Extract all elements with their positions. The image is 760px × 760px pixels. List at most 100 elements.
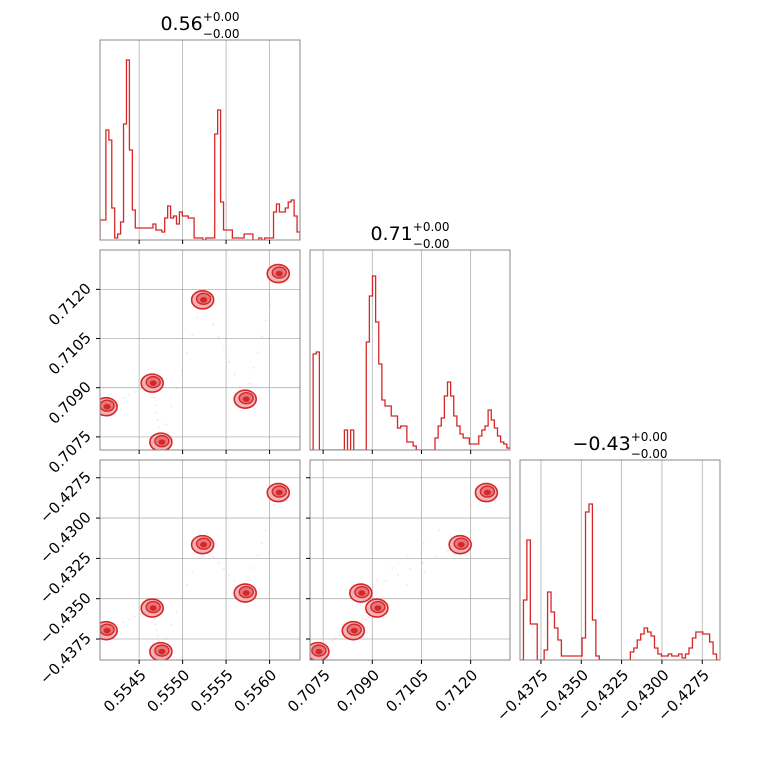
panel-frame [99,459,301,661]
contour-level-core [275,489,283,496]
contour-cluster [149,432,173,450]
title-minus: −0.00 [413,237,450,251]
title-plus: +0.00 [631,430,668,444]
scatter-point [441,557,444,559]
scatter-point [116,624,119,626]
contour-level-core [315,648,323,655]
scatter-point [165,637,167,640]
contour-level-core [149,380,157,386]
panel-frame [519,459,721,661]
contour-level-core [200,297,208,303]
scatter-point [260,541,263,544]
contour-cluster [100,396,118,417]
scatter-point [186,352,188,355]
panel-frame [309,459,511,661]
contour-level-core [200,541,208,548]
scatter-point [269,304,271,306]
scatter-point [228,574,231,576]
contour-level-core [457,541,465,548]
scatter-point [170,405,173,408]
contour-cluster [140,598,164,618]
title-plus: +0.00 [413,220,450,234]
contour-cluster [341,620,366,641]
scatter-point [133,615,136,618]
scatter-point [217,561,220,564]
scatter-point [139,612,142,615]
panel-content [310,482,499,660]
scatter-point [331,639,334,642]
panel-frame [99,39,301,241]
scatter-point [422,561,424,564]
x-tick-label: 0.5560 [230,666,280,716]
panel-2-2 [519,459,721,664]
contour-cluster [149,641,173,660]
scatter-point [233,373,236,376]
scatter-point [372,586,375,588]
x-tick-label: 0.7120 [432,666,482,716]
title-plus: +0.00 [203,10,240,24]
scatter-point [122,621,125,624]
histogram-step-line [100,59,300,240]
panel-2-1 [306,459,511,664]
panel-frame [99,249,301,451]
scatter-point [207,311,209,314]
x-tick-label: 0.7105 [382,666,432,716]
scatter-point [186,583,188,586]
scatter-point [469,504,472,507]
scatter-point [273,504,276,507]
scatter-point [165,423,167,426]
panel-content [100,59,300,240]
diagonal-title-2: −0.43+0.00 [572,430,667,455]
scatter-point [153,396,156,399]
scatter-point [128,618,131,621]
scatter-point [175,610,178,613]
contour-cluster [474,482,499,503]
scatter-point [384,580,387,582]
x-tick-label: 0.5555 [187,666,237,716]
scatter-point [191,334,194,337]
scatter-point [438,529,441,532]
scatter-point [139,388,142,390]
contour-cluster [365,598,389,618]
contour-cluster [233,583,258,603]
contour-cluster [266,263,291,284]
scatter-point [116,399,119,402]
x-tick-label: 0.5545 [100,666,150,716]
scatter-point [233,580,236,582]
contour-cluster [349,583,373,603]
panel-2-0 [96,459,301,664]
scatter-point [212,555,215,558]
title-minus: −0.00 [203,27,240,41]
scatter-point [153,618,156,620]
title-value: 0.71 [370,223,412,245]
panel-0-0 [99,39,301,244]
scatter-point [367,615,369,618]
scatter-point [264,529,267,532]
scatter-point [361,621,364,624]
scatter-point [122,396,125,399]
contour-level-core [158,439,166,445]
scatter-point [212,323,215,326]
contour-level-core [158,648,166,655]
panel-content [520,503,720,660]
histogram-step-line [520,503,720,660]
scatter-point [422,541,425,544]
scatter-point [196,557,199,559]
scatter-point [217,336,220,338]
histogram-step-line [310,275,510,450]
scatter-point [191,570,194,573]
scatter-point [273,288,276,291]
contour-level-core [149,605,157,611]
scatter-point [264,319,267,322]
scatter-point [252,567,255,569]
scatter-point [180,370,183,372]
scatter-point [407,554,409,557]
scatter-point [157,426,160,429]
scatter-point [260,335,263,338]
contour-level-core [103,627,111,634]
scatter-point [446,549,449,552]
contour-cluster [266,482,291,503]
y-tick-label: 0.7120 [45,279,95,329]
scatter-point [339,634,341,637]
panel-content [100,263,291,450]
